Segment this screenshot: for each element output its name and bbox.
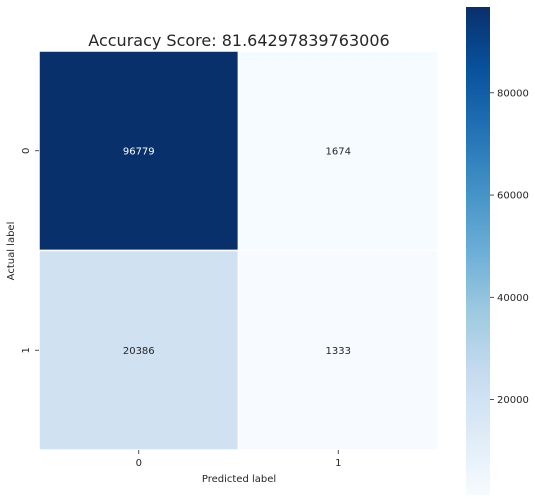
colorbar-tick-label-2: 60000 <box>497 191 529 202</box>
heatmap-cells <box>38 50 439 451</box>
y-axis-ticks: 01 <box>21 148 39 353</box>
cell-value-1-0: 20386 <box>123 346 155 357</box>
y-tick-label-1: 1 <box>21 347 32 353</box>
heatmap-cell-0-1 <box>237 50 439 252</box>
colorbar-ticks: 20000 40000 60000 80000 <box>490 88 529 406</box>
cell-value-1-1: 1333 <box>326 346 351 357</box>
colorbar <box>466 7 490 495</box>
heatmap-cell-0-0 <box>38 50 240 252</box>
colorbar-tick-label-3: 80000 <box>497 88 529 99</box>
cell-value-0-0: 96779 <box>123 146 155 157</box>
cell-value-0-1: 1674 <box>326 146 351 157</box>
y-axis-label: Actual label <box>6 222 17 281</box>
cell-annotations: 96779 1674 20386 1333 <box>123 146 351 357</box>
x-axis-label: Predicted label <box>202 474 276 485</box>
y-tick-label-0: 0 <box>21 148 32 154</box>
colorbar-tick-label-0: 20000 <box>497 395 529 406</box>
x-tick-label-1: 1 <box>335 458 341 469</box>
chart-title: Accuracy Score: 81.64297839763006 <box>88 31 389 50</box>
x-tick-label-0: 0 <box>136 458 142 469</box>
heatmap-cell-1-0 <box>38 249 240 451</box>
heatmap-cell-1-1 <box>237 249 439 451</box>
colorbar-tick-label-1: 40000 <box>497 293 529 304</box>
